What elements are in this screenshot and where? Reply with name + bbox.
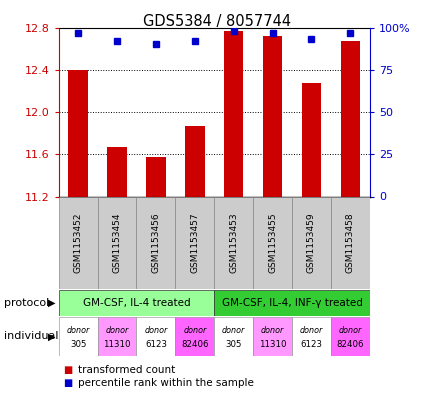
Text: 11310: 11310 [258, 340, 286, 349]
Text: donor: donor [221, 326, 245, 335]
Text: GSM1153456: GSM1153456 [151, 212, 160, 273]
Text: 305: 305 [225, 340, 241, 349]
Bar [97, 196, 136, 289]
Text: GSM1153453: GSM1153453 [229, 212, 238, 273]
Text: donor: donor [260, 326, 283, 335]
Bar [97, 317, 136, 356]
Text: GSM1153452: GSM1153452 [73, 213, 82, 273]
Bar [175, 196, 214, 289]
Bar [59, 290, 214, 316]
Text: 82406: 82406 [336, 340, 363, 349]
Text: ■: ■ [63, 378, 72, 388]
Text: 82406: 82406 [181, 340, 208, 349]
Bar [59, 196, 97, 289]
Text: transformed count: transformed count [78, 365, 175, 375]
Text: donor: donor [105, 326, 128, 335]
Text: GSM1153457: GSM1153457 [190, 212, 199, 273]
Bar [214, 317, 253, 356]
Bar [107, 147, 126, 196]
Text: donor: donor [183, 326, 206, 335]
Text: donor: donor [338, 326, 361, 335]
Text: donor: donor [144, 326, 167, 335]
Text: donor: donor [66, 326, 89, 335]
Text: GSM1153455: GSM1153455 [267, 212, 276, 273]
Text: 6123: 6123 [145, 340, 167, 349]
Bar [184, 126, 204, 196]
Text: GDS5384 / 8057744: GDS5384 / 8057744 [143, 14, 291, 29]
Bar [330, 317, 369, 356]
Text: percentile rank within the sample: percentile rank within the sample [78, 378, 253, 388]
Bar [136, 317, 175, 356]
Text: 6123: 6123 [300, 340, 322, 349]
Bar [214, 290, 369, 316]
Bar [301, 83, 320, 196]
Text: ▶: ▶ [47, 331, 55, 342]
Text: GSM1153454: GSM1153454 [112, 213, 121, 273]
Bar [59, 317, 97, 356]
Text: ▶: ▶ [47, 298, 55, 308]
Text: donor: donor [299, 326, 322, 335]
Bar [253, 317, 291, 356]
Bar [136, 196, 175, 289]
Bar [330, 196, 369, 289]
Text: GSM1153459: GSM1153459 [306, 212, 315, 273]
Text: 11310: 11310 [103, 340, 131, 349]
Bar [146, 158, 165, 196]
Text: individual: individual [4, 331, 59, 342]
Bar [253, 196, 291, 289]
Text: GM-CSF, IL-4, INF-γ treated: GM-CSF, IL-4, INF-γ treated [221, 298, 362, 308]
Bar [340, 41, 359, 196]
Bar [291, 196, 330, 289]
Text: GM-CSF, IL-4 treated: GM-CSF, IL-4 treated [82, 298, 190, 308]
Bar [291, 317, 330, 356]
Bar [224, 31, 243, 196]
Bar [214, 196, 253, 289]
Text: protocol: protocol [4, 298, 49, 308]
Text: 305: 305 [70, 340, 86, 349]
Bar [68, 70, 88, 196]
Bar [262, 36, 282, 197]
Bar [175, 317, 214, 356]
Text: GSM1153458: GSM1153458 [345, 212, 354, 273]
Text: ■: ■ [63, 365, 72, 375]
